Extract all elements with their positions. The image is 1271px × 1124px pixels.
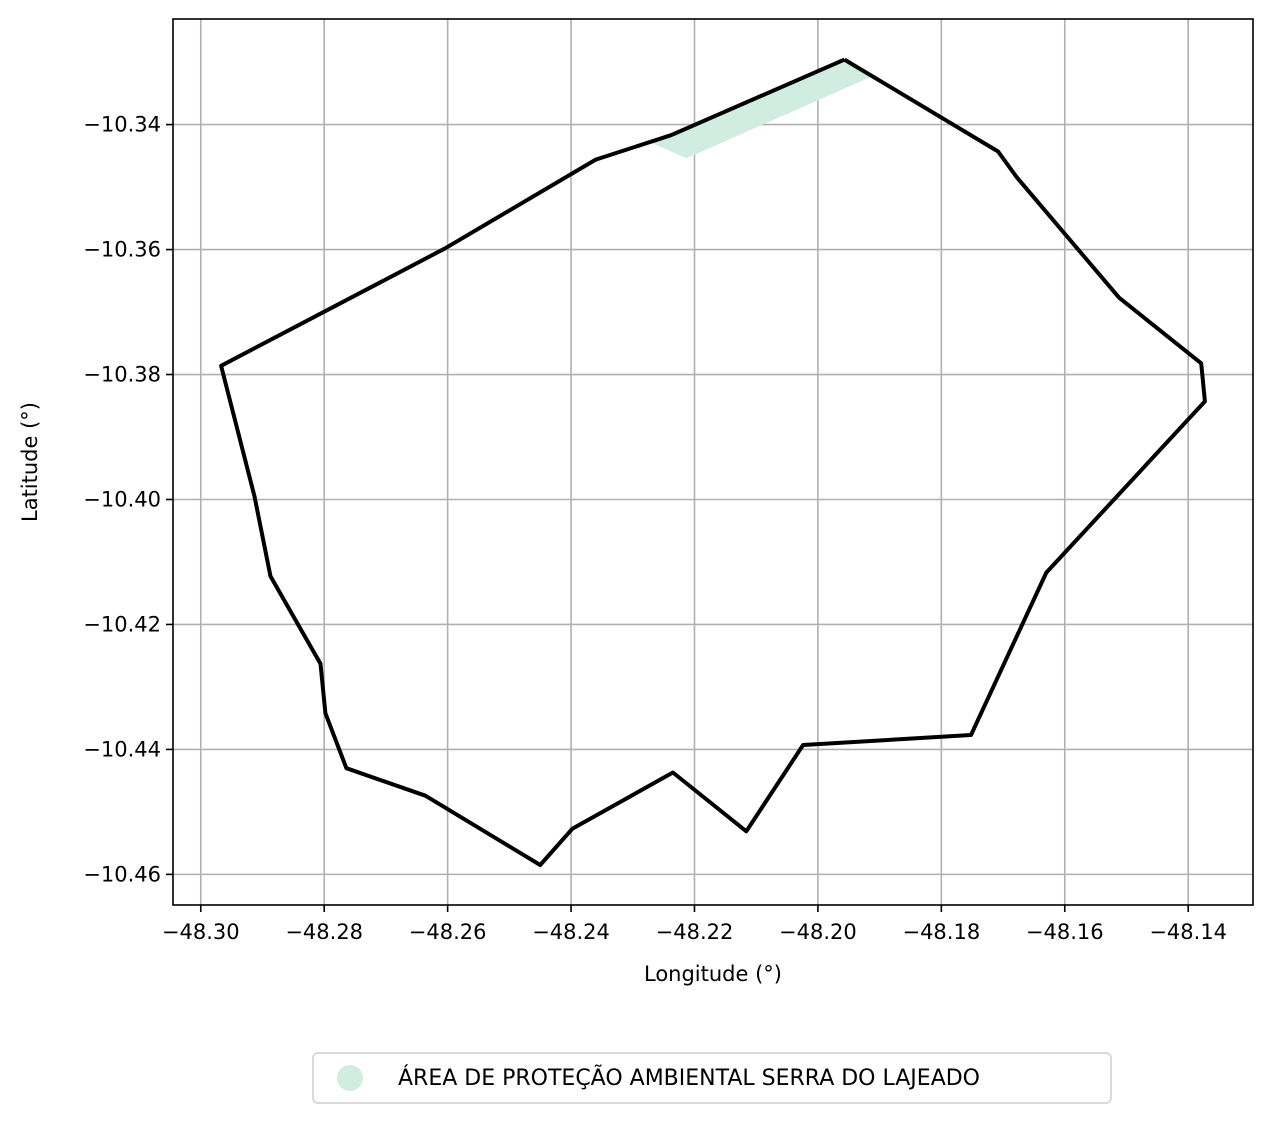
grid xyxy=(173,19,1253,905)
y-tick-label: −10.34 xyxy=(83,113,161,137)
x-tick-label: −48.22 xyxy=(656,920,734,944)
y-tick-label: −10.38 xyxy=(83,363,161,387)
axis-ticks: −48.30 −48.28 −48.26 −48.24 −48.22 −48.20 −48.… xyxy=(83,113,1227,944)
x-tick-label: −48.30 xyxy=(162,920,240,944)
legend-marker-icon xyxy=(337,1065,363,1091)
x-tick-label: −48.26 xyxy=(409,920,487,944)
plot-frame xyxy=(172,18,1254,906)
y-tick-label: −10.46 xyxy=(83,862,161,886)
legend-label: ÁREA DE PROTEÇÃO AMBIENTAL SERRA DO LAJE… xyxy=(398,1065,981,1091)
y-tick-label: −10.44 xyxy=(83,737,161,761)
y-tick-label: −10.40 xyxy=(83,487,161,511)
y-tick-label: −10.36 xyxy=(83,238,161,262)
y-tick-label: −10.42 xyxy=(83,612,161,636)
x-tick-label: −48.20 xyxy=(779,920,857,944)
x-tick-label: −48.18 xyxy=(902,920,980,944)
x-axis-label: Longitude (°) xyxy=(644,962,782,986)
municipality-boundary-line xyxy=(219,57,1207,867)
x-tick-label: −48.24 xyxy=(532,920,610,944)
legend: ÁREA DE PROTEÇÃO AMBIENTAL SERRA DO LAJE… xyxy=(312,1052,1112,1104)
x-tick-label: −48.16 xyxy=(1026,920,1104,944)
plot-background xyxy=(173,19,1253,905)
y-axis-label: Latitude (°) xyxy=(18,402,42,522)
x-tick-label: −48.14 xyxy=(1149,920,1227,944)
x-tick-label: −48.28 xyxy=(285,920,363,944)
protected-area-polygon xyxy=(652,59,871,159)
